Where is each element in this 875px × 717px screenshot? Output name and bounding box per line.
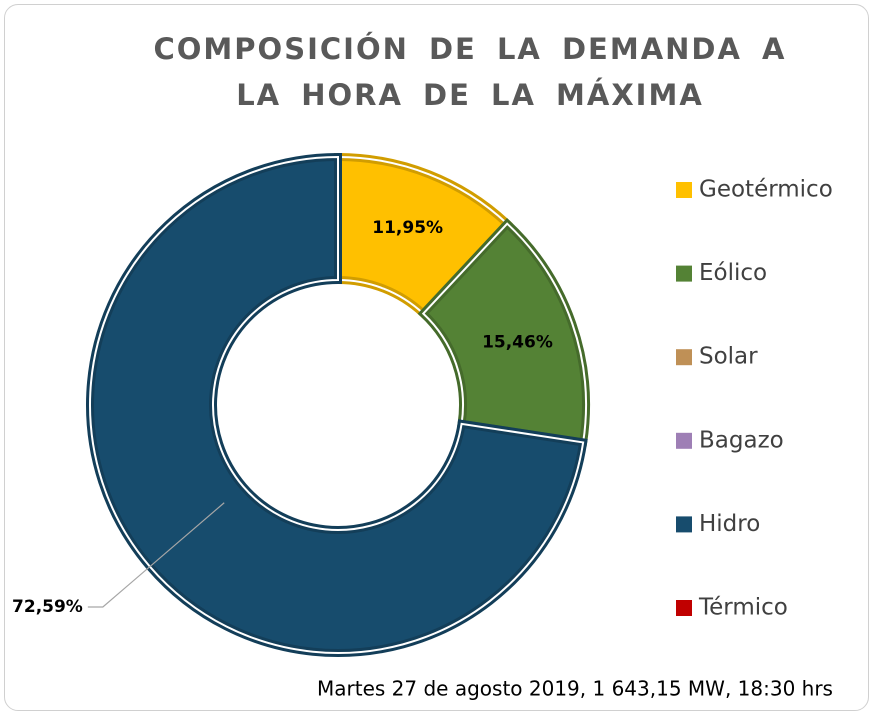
data-label: 11,95% <box>372 218 443 238</box>
legend-swatch <box>676 182 692 198</box>
annotation: Martes 27 de agosto 2019, 1 643,15 MW, 1… <box>317 677 833 701</box>
leader-line <box>87 502 225 608</box>
slice-gap <box>421 222 587 444</box>
data-label: 72,59% <box>12 597 83 617</box>
legend-label: Térmico <box>698 595 788 621</box>
chart-title: COMPOSICIÓN DE LA DEMANDA A LA HORA DE L… <box>153 32 787 112</box>
data-label: 15,46% <box>482 333 553 353</box>
legend-swatch <box>676 265 692 282</box>
legend-swatch <box>676 432 692 449</box>
legend-swatch <box>676 349 692 366</box>
legend-swatch <box>676 600 692 616</box>
legend-label: Geotérmico <box>699 177 833 203</box>
legend-label: Hidro <box>699 511 760 537</box>
legend-label: Solar <box>699 344 758 370</box>
legend-label: Eólico <box>699 260 767 286</box>
legend-swatch <box>676 516 692 533</box>
legend-label: Bagazo <box>699 427 784 453</box>
slice-gap <box>89 155 585 654</box>
chart-frame <box>4 4 869 711</box>
